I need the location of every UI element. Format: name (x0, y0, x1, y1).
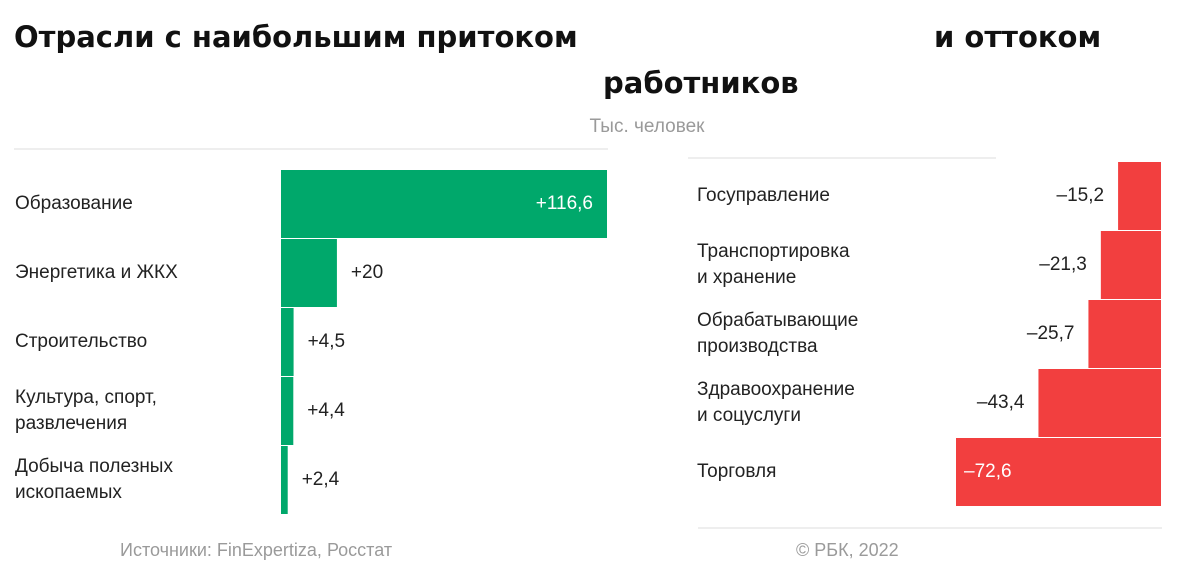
chart-subtitle: Тыс. человек (589, 116, 705, 137)
inflow-bar (281, 377, 294, 445)
outflow-bar (1100, 231, 1161, 299)
value-label: –15,2 (1057, 185, 1105, 206)
value-label: –21,3 (1039, 254, 1087, 275)
value-label: –43,4 (977, 392, 1025, 413)
category-label: Энергетика и ЖКХ (15, 262, 178, 283)
category-label: Образование (15, 193, 133, 214)
category-label: Обрабатывающие производства (697, 310, 858, 357)
outflow-bar (956, 438, 1161, 506)
footer-source: Источники: FinExpertiza, Росстат (120, 540, 393, 560)
value-label: +2,4 (302, 469, 340, 490)
category-label: Здравоохранение и соцуслуги (697, 379, 855, 426)
chart-title-part2: и оттоком (934, 20, 1102, 54)
inflow-bar (281, 308, 294, 376)
chart-title-part3: работников (603, 66, 799, 100)
category-label: Культура, спорт, развлечения (15, 387, 157, 434)
outflow-bar (1118, 162, 1161, 230)
value-label: +4,5 (308, 331, 346, 352)
value-label: –25,7 (1027, 323, 1075, 344)
category-label: Строительство (15, 331, 147, 352)
value-label: +20 (351, 262, 383, 283)
category-label: Добыча полезных ископаемых (15, 456, 173, 503)
value-label: +4,4 (307, 400, 345, 421)
inflow-bar (281, 446, 288, 514)
inflow-bar (281, 239, 337, 307)
outflow-bar (1088, 300, 1161, 368)
inflow-bar (281, 170, 607, 238)
category-label: Госуправление (697, 185, 830, 206)
outflow-bar (1038, 369, 1161, 437)
chart-title-part1: Отрасли с наибольшим притоком (14, 20, 578, 54)
category-label: Торговля (697, 461, 776, 482)
category-label: Транспортировка и хранение (697, 241, 850, 288)
value-label: –72,6 (964, 461, 1012, 482)
footer-copyright: © РБК, 2022 (796, 540, 899, 560)
value-label: +116,6 (536, 193, 593, 214)
